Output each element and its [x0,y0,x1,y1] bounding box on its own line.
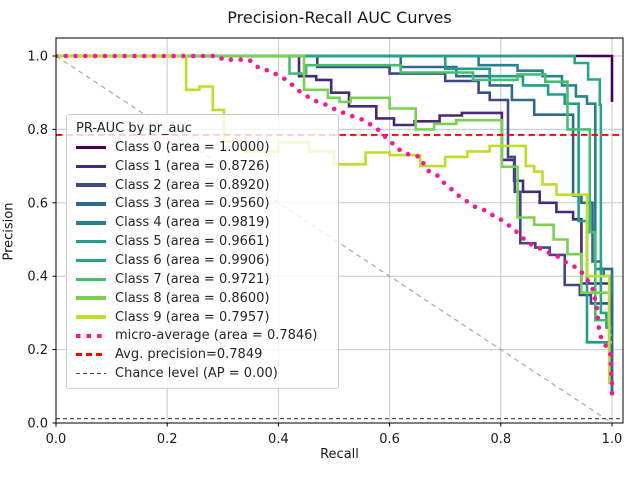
curve-class-6 [56,54,612,329]
x-tick-label: 0.0 [46,432,67,447]
legend-swatch-solid [76,296,106,300]
micro-average-dots [56,53,615,396]
legend-item-9: Class 9 (area = 0.7957) [76,308,332,327]
legend-item-1: Class 1 (area = 0.8726) [76,157,332,176]
legend-label: Class 2 (area = 0.8920) [115,177,270,193]
x-tick-label: 0.6 [379,432,400,447]
legend-label: Class 9 (area = 0.7957) [115,309,270,325]
legend-swatch-solid [76,221,106,225]
legend-swatch-solid [76,183,106,187]
legend-swatch-solid [76,202,106,206]
chart-title: Precision-Recall AUC Curves [227,8,452,27]
curve-class-1 [56,54,614,313]
legend-swatch-solid [76,239,106,244]
legend-item-8: Class 8 (area = 0.8600) [76,289,332,308]
legend-label: Class 4 (area = 0.9819) [115,215,270,231]
legend-label: micro-average (area = 0.7846) [115,328,318,344]
legend-label: Avg. precision=0.7849 [115,347,263,363]
x-tick-label: 0.4 [268,432,289,447]
curve-class-0 [56,54,614,102]
legend-item-12: Chance level (AP = 0.00) [76,364,332,383]
legend-swatch-dotted [76,333,106,338]
legend-label: Class 1 (area = 0.8726) [115,158,270,174]
legend-label: Class 3 (area = 0.9560) [115,196,270,212]
legend-label: Class 7 (area = 0.9721) [115,271,270,287]
y-tick-label: 0.2 [27,343,48,358]
curve-class-8 [56,54,612,344]
legend-swatch-dashed [76,353,106,357]
legend-swatch-solid [76,277,106,282]
legend-item-0: Class 0 (area = 1.0000) [76,138,332,157]
legend-label: Class 5 (area = 0.9661) [115,234,270,250]
legend-label: Class 8 (area = 0.8600) [115,290,270,306]
y-tick-label: 0.8 [27,123,48,138]
legend-label: Chance level (AP = 0.00) [115,366,278,382]
x-axis-label: Recall [320,447,359,462]
y-tick-label: 1.0 [27,50,48,65]
legend-swatch-solid [76,315,106,319]
legend-item-5: Class 5 (area = 0.9661) [76,232,332,251]
legend-swatch-dashthin [76,372,106,375]
axes-spines [55,37,624,424]
legend-label: Class 6 (area = 0.9906) [115,252,270,268]
x-tick-label: 0.8 [490,432,511,447]
legend-item-10: micro-average (area = 0.7846) [76,326,332,345]
legend-title: PR-AUC by pr_auc [76,121,192,136]
x-tick-label: 1.0 [602,432,623,447]
legend-swatch-solid [76,145,106,150]
curve-class-9 [56,54,612,384]
legend-label: Class 0 (area = 1.0000) [115,139,270,155]
legend: PR-AUC by pr_auc Class 0 (area = 1.0000)… [66,114,339,389]
y-tick-label: 0.6 [27,196,48,211]
legend-items: Class 0 (area = 1.0000) Class 1 (area = 0… [76,138,332,383]
y-tick-label: 0.0 [27,417,48,432]
legend-item-2: Class 2 (area = 0.8920) [76,176,332,195]
x-tick-label: 0.2 [157,432,178,447]
y-tick-label: 0.4 [27,270,48,285]
legend-item-7: Class 7 (area = 0.9721) [76,270,332,289]
curve-class-5 [56,54,612,344]
y-axis-label: Precision [1,202,17,261]
legend-swatch-solid [76,258,106,263]
legend-item-4: Class 4 (area = 0.9819) [76,213,332,232]
legend-item-6: Class 6 (area = 0.9906) [76,251,332,270]
curve-class-4 [56,54,614,295]
legend-swatch-solid [76,164,106,169]
legend-item-11: Avg. precision=0.7849 [76,345,332,364]
legend-item-3: Class 3 (area = 0.9560) [76,195,332,214]
